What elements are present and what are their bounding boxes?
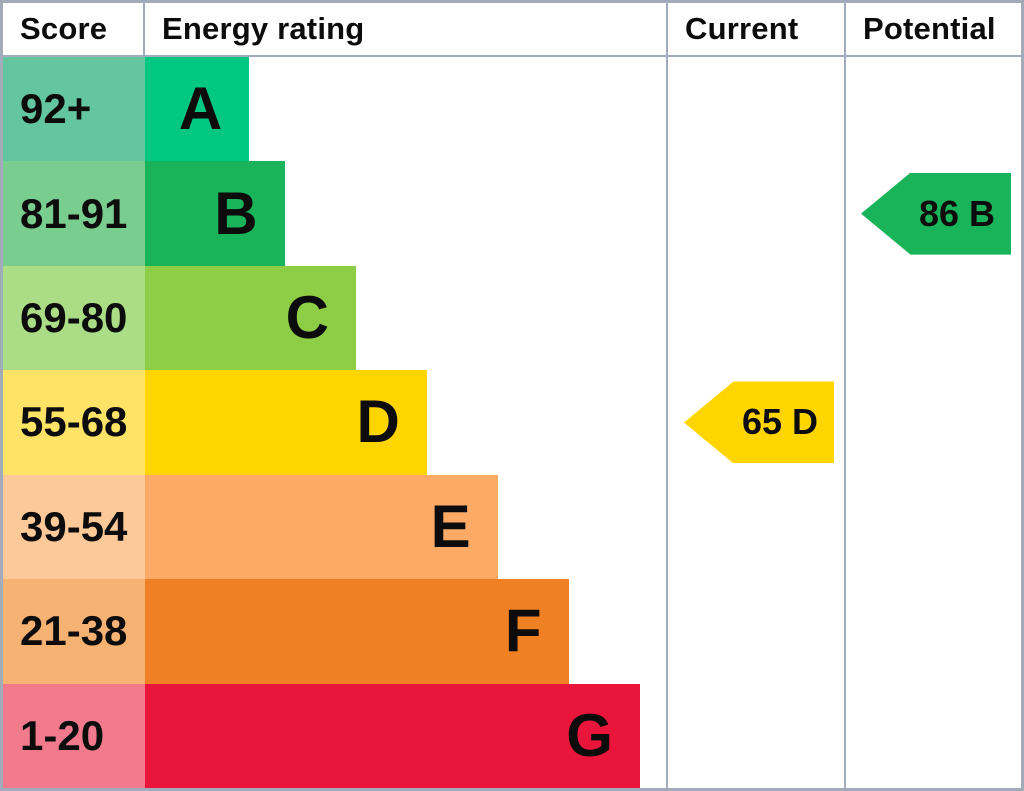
score-range-label-g: 1-20 — [20, 711, 105, 759]
band-bar-a: A — [145, 57, 250, 162]
potential-column-cell-d — [844, 370, 1021, 475]
potential-column-cell-c — [844, 265, 1021, 371]
potential-column-cell-a — [844, 57, 1021, 162]
band-bar-e: E — [145, 474, 498, 580]
band-bar-g: G — [145, 683, 640, 788]
energy-rating-header-cell: Energy rating — [145, 3, 666, 57]
current-column-cell-f — [666, 579, 844, 684]
current-column-cell-d: 65 D — [666, 370, 844, 475]
band-bar-cell-e: E — [145, 474, 666, 580]
band-bar-c: C — [145, 265, 356, 371]
score-range-label-d: 55-68 — [20, 398, 128, 446]
band-bar-cell-d: D — [145, 370, 666, 475]
band-bar-f: F — [145, 579, 569, 684]
potential-header-cell: Potential — [844, 3, 1021, 57]
potential-column-cell-b: 86 B — [844, 161, 1021, 266]
score-header-label: Score — [20, 11, 108, 46]
band-letter-a: A — [178, 75, 223, 143]
current-header-cell: Current — [666, 3, 844, 57]
score-range-cell-e: 39-54 — [3, 474, 145, 580]
score-range-cell-d: 55-68 — [3, 370, 145, 475]
band-letter-c: C — [285, 284, 329, 352]
current-column-cell-b — [666, 161, 844, 266]
current-column-cell-g — [666, 683, 844, 788]
score-header-cell: Score — [3, 3, 145, 57]
current-column-cell-a — [666, 57, 844, 162]
score-range-label-a: 92+ — [20, 85, 92, 133]
current-column-cell-c — [666, 265, 844, 371]
band-letter-d: D — [356, 388, 400, 456]
band-bar-cell-c: C — [145, 265, 666, 371]
potential-header-label: Potential — [863, 11, 996, 46]
band-letter-g: G — [566, 701, 613, 769]
band-bar-d: D — [145, 370, 427, 475]
current-rating-label: 65 D — [741, 401, 819, 443]
score-range-label-b: 81-91 — [20, 189, 128, 237]
band-letter-f: F — [504, 597, 542, 665]
potential-column-cell-e — [844, 474, 1021, 580]
score-range-label-f: 21-38 — [20, 607, 128, 655]
band-bar-cell-f: F — [145, 579, 666, 684]
potential-column-cell-f — [844, 579, 1021, 684]
energy-rating-header-label: Energy rating — [162, 11, 365, 46]
score-range-cell-f: 21-38 — [3, 579, 145, 684]
potential-column-cell-g — [844, 683, 1021, 788]
potential-rating-arrow: 86 B — [861, 172, 1011, 255]
band-bar-cell-g: G — [145, 683, 666, 788]
score-range-cell-a: 92+ — [3, 57, 145, 162]
band-letter-e: E — [430, 492, 471, 560]
current-header-label: Current — [685, 11, 799, 46]
band-bar-cell-a: A — [145, 57, 666, 162]
band-bar-cell-b: B — [145, 161, 666, 266]
current-rating-arrow: 65 D — [684, 381, 834, 464]
score-range-cell-b: 81-91 — [3, 161, 145, 266]
current-column-cell-e — [666, 474, 844, 580]
score-range-cell-g: 1-20 — [3, 683, 145, 788]
band-letter-b: B — [214, 179, 258, 247]
band-bar-b: B — [145, 161, 285, 266]
score-range-label-c: 69-80 — [20, 294, 128, 342]
potential-rating-label: 86 B — [918, 192, 996, 234]
score-range-label-e: 39-54 — [20, 502, 128, 550]
score-range-cell-c: 69-80 — [3, 265, 145, 371]
